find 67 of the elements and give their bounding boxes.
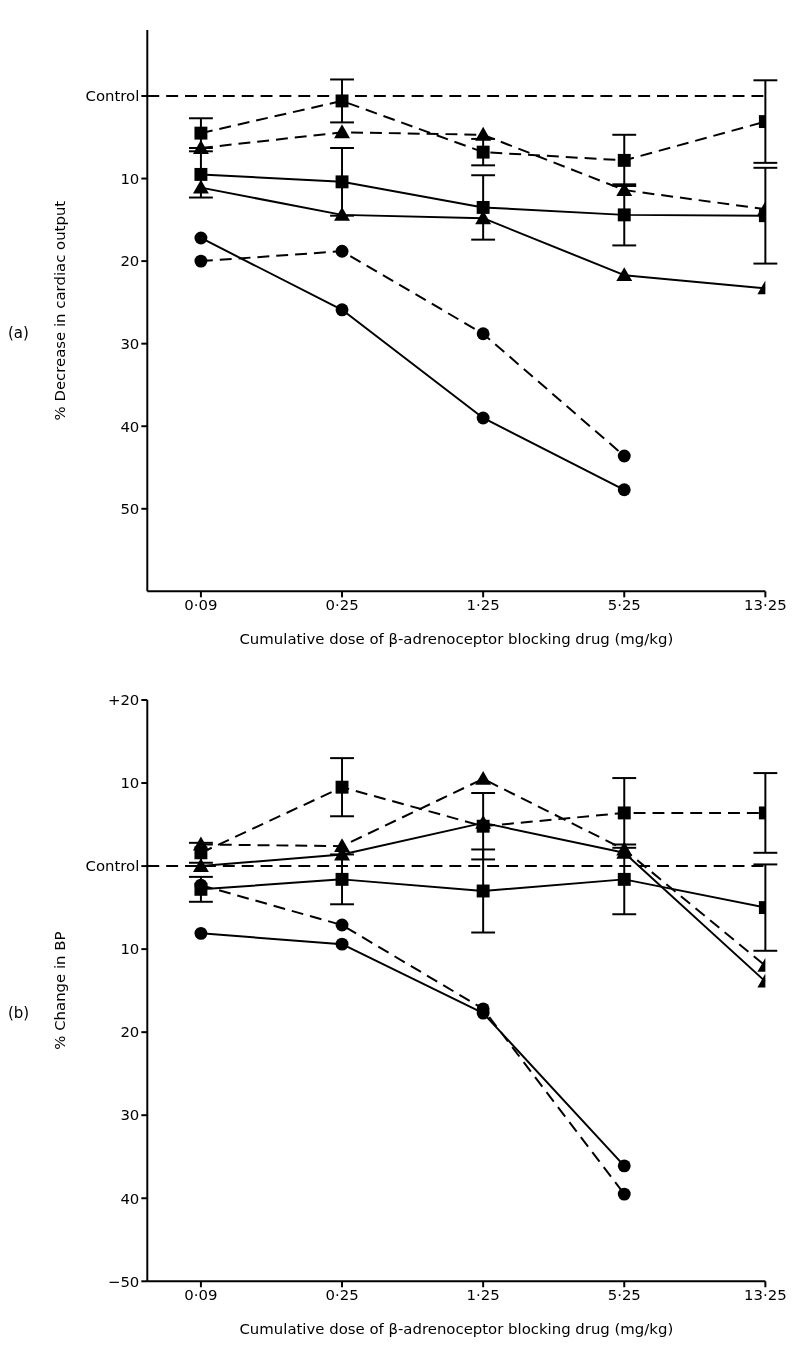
y-tick-label: +20 [107, 691, 140, 710]
y-tick-label: 10 [120, 774, 140, 793]
y-tick-label: 20 [120, 252, 140, 271]
point [617, 1159, 631, 1173]
point [194, 126, 208, 140]
point [617, 208, 631, 222]
point [335, 918, 349, 932]
point [333, 124, 350, 139]
point [335, 175, 349, 189]
point [617, 806, 631, 820]
x-tick-label: 0·09 [184, 1285, 218, 1304]
point [616, 182, 633, 197]
y-tick-label: 10 [120, 940, 140, 959]
x-tick-label: 13·25 [743, 595, 787, 614]
y-tick-label: 10 [120, 169, 140, 188]
point [192, 858, 209, 873]
x-tick-label: 1·25 [466, 1285, 500, 1304]
point [335, 94, 349, 108]
point [476, 145, 490, 159]
y-tick-label: Control [85, 857, 140, 876]
point [335, 303, 349, 317]
x-tick-label: 1·25 [466, 595, 500, 614]
x-tick-label: 5·25 [607, 1285, 641, 1304]
point [475, 126, 491, 141]
y-axis-title: % Decrease in cardiac output [50, 200, 69, 421]
y-tick-label: 20 [120, 1023, 140, 1042]
point [617, 483, 631, 497]
point [333, 206, 350, 221]
x-tick-label: 0·25 [325, 595, 359, 614]
point [194, 231, 208, 245]
point [192, 836, 209, 851]
y-tick-label: 30 [120, 334, 140, 353]
point [617, 1187, 631, 1201]
point [194, 926, 208, 940]
text: (a) [8, 324, 30, 342]
point [476, 411, 490, 425]
point [194, 254, 208, 268]
point [617, 153, 631, 167]
point [616, 267, 633, 282]
point [475, 814, 491, 829]
point [476, 327, 490, 341]
point [617, 872, 631, 886]
point [192, 179, 209, 194]
y-tick-label: 30 [120, 1106, 140, 1125]
point [476, 200, 490, 214]
y-tick-label: 40 [120, 1189, 140, 1208]
point [335, 872, 349, 886]
point [617, 449, 631, 463]
point [475, 770, 491, 785]
y-tick-label: Control [85, 87, 140, 106]
point [335, 937, 349, 951]
y-tick-label: 50 [120, 500, 140, 519]
x-axis-title: Cumulative dose of β-adrenoceptor blocking drug (mg/kg) [239, 630, 674, 649]
x-axis-title: Cumulative dose of β-adrenoceptor blocking drug (mg/kg) [239, 1319, 674, 1338]
y-tick-label: 40 [120, 417, 140, 436]
x-tick-label: 0·09 [184, 595, 218, 614]
x-tick-label: 13·25 [743, 1285, 787, 1304]
point [335, 244, 349, 258]
point [335, 780, 349, 794]
point [194, 167, 208, 181]
x-tick-label: 5·25 [607, 595, 641, 614]
x-tick-label: 0·25 [325, 1285, 359, 1304]
point [192, 140, 209, 154]
point [476, 884, 490, 898]
y-tick-label: −50 [107, 1272, 140, 1291]
y-axis-title: % Change in BP [50, 931, 69, 1050]
text: (b) [8, 1004, 31, 1022]
